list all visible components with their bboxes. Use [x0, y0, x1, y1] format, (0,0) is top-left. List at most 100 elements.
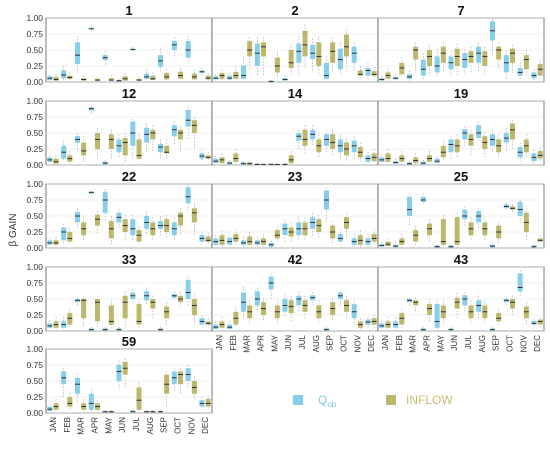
- x-tick-label: JAN: [215, 335, 224, 350]
- x-tick-label: SEP: [160, 417, 169, 433]
- box-inflow-may: [108, 221, 114, 239]
- box-inflow-oct: [510, 123, 515, 140]
- panel-title: 23: [288, 169, 302, 184]
- box-inflow-dec: [371, 233, 377, 242]
- y-tick-label: 0.50: [26, 45, 43, 55]
- x-tick-label: FEB: [229, 335, 238, 351]
- box-qob-oct: [171, 125, 177, 137]
- box-qob-nov: [185, 187, 191, 204]
- box-inflow-nov: [357, 70, 363, 76]
- box-inflow-jun: [454, 297, 460, 309]
- panel-7: 7: [377, 3, 545, 83]
- box-qob-aug: [310, 217, 316, 229]
- box-qob-aug: [476, 46, 482, 63]
- box-inflow-sep: [330, 134, 336, 149]
- box-qob-oct: [171, 41, 177, 50]
- box-qob-jul: [462, 129, 468, 140]
- x-tick-label: APR: [256, 335, 265, 352]
- box-inflow-may: [440, 145, 446, 158]
- box-inflow-sep: [164, 306, 170, 319]
- box-inflow-dec: [537, 319, 543, 325]
- box-inflow-may: [108, 78, 114, 81]
- x-tick-label: JUN: [450, 335, 459, 351]
- panel-title: 59: [122, 334, 136, 349]
- box-inflow-dec: [205, 398, 211, 407]
- box-qob-mar: [75, 42, 80, 65]
- box-qob-nov: [185, 41, 191, 58]
- box-qob-aug: [476, 125, 482, 139]
- x-tick-label: JUL: [464, 334, 473, 349]
- box-inflow-jul: [302, 30, 308, 57]
- y-tick-label: 0.25: [26, 61, 43, 71]
- box-inflow-dec: [537, 64, 543, 76]
- box-inflow-apr: [95, 133, 100, 149]
- box-inflow-mar: [413, 230, 419, 242]
- box-qob-jul: [462, 209, 468, 220]
- panel-19: 19: [377, 86, 545, 166]
- box-inflow-may: [274, 230, 280, 239]
- box-inflow-jul: [468, 51, 474, 63]
- x-tick-label: JAN: [381, 335, 390, 350]
- panel-title: 43: [454, 252, 468, 267]
- box-inflow-sep: [330, 42, 336, 63]
- x-tick-label: FEB: [63, 417, 72, 433]
- box-qob-nov: [351, 46, 357, 63]
- box-inflow-aug: [150, 129, 156, 140]
- box-inflow-oct: [344, 34, 349, 57]
- box-qob-may: [434, 304, 440, 328]
- panel-1: 1 0.00 0.25 0.50 0.75 1.00: [26, 3, 213, 87]
- box-qob-nov: [185, 109, 191, 127]
- box-qob-oct: [337, 48, 343, 70]
- legend: Qob INFLOW: [293, 393, 453, 409]
- panel-23: 23: [211, 169, 379, 249]
- y-tick-label: 0.75: [26, 195, 43, 205]
- panel-title: 7: [457, 3, 464, 18]
- box-qob-mar: [241, 65, 246, 79]
- x-tick-label: OCT: [505, 335, 514, 352]
- box-inflow-feb: [399, 313, 405, 325]
- box-qob-apr: [420, 59, 426, 76]
- x-tick-label: DEC: [367, 335, 376, 352]
- y-tick-label: 1.00: [26, 344, 43, 354]
- box-qob-mar: [75, 377, 80, 394]
- y-tick-label: 0.25: [26, 144, 43, 154]
- y-tick-label: 0.25: [26, 392, 43, 402]
- box-qob-nov: [351, 140, 357, 153]
- box-inflow-may: [108, 305, 114, 325]
- box-qob-aug: [476, 300, 482, 312]
- box-inflow-apr: [427, 223, 432, 236]
- box-inflow-mar: [81, 142, 87, 156]
- x-tick-label: DEC: [201, 417, 210, 434]
- box-qob-sep: [324, 62, 329, 79]
- x-tick-label: JAN: [49, 417, 58, 432]
- box-inflow-mar: [247, 236, 253, 245]
- box-inflow-dec: [205, 75, 211, 80]
- box-qob-jul: [296, 133, 302, 141]
- x-tick-label: MAY: [436, 334, 445, 351]
- x-tick-label: NOV: [519, 334, 528, 352]
- box-inflow-sep: [164, 73, 170, 80]
- y-tick-label: 0.75: [26, 278, 43, 288]
- box-inflow-dec: [371, 71, 377, 76]
- x-tick-label: FEB: [395, 335, 404, 351]
- x-tick-label: JUL: [132, 416, 141, 431]
- box-inflow-jul: [302, 129, 308, 146]
- box-qob-nov: [351, 304, 357, 319]
- box-qob-dec: [531, 320, 537, 325]
- box-qob-apr: [88, 393, 94, 410]
- box-inflow-jan: [53, 158, 59, 164]
- box-inflow-feb: [67, 313, 73, 325]
- box-inflow-oct: [178, 212, 183, 226]
- panel-title: 14: [288, 86, 303, 101]
- box-inflow-jun: [122, 295, 128, 319]
- box-inflow-dec: [205, 236, 211, 242]
- box-inflow-oct: [178, 129, 183, 140]
- box-inflow-jun: [454, 217, 460, 245]
- box-inflow-nov: [191, 299, 197, 315]
- box-inflow-apr: [261, 42, 266, 57]
- box-inflow-oct: [344, 300, 349, 312]
- box-inflow-jul: [136, 139, 142, 159]
- box-qob-aug: [476, 210, 482, 223]
- y-tick-label: 0.00: [26, 160, 43, 170]
- box-inflow-feb: [399, 62, 405, 75]
